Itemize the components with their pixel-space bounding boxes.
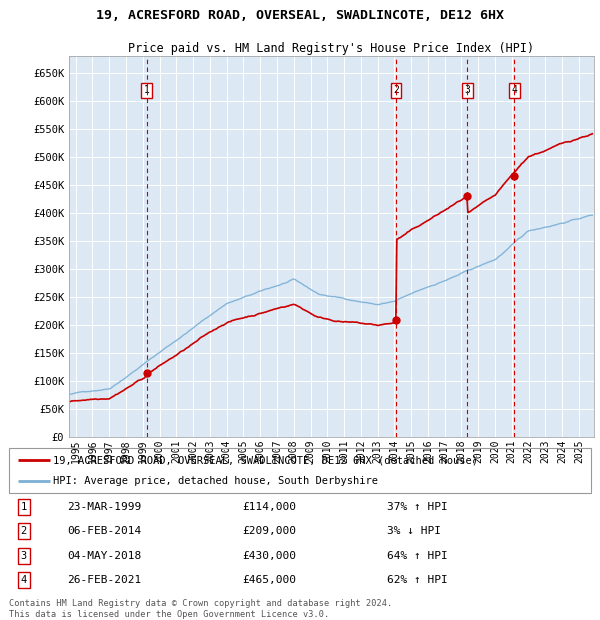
Text: Contains HM Land Registry data © Crown copyright and database right 2024.
This d: Contains HM Land Registry data © Crown c… [9,600,392,619]
Text: 2: 2 [20,526,26,536]
Text: 1: 1 [20,502,26,512]
Text: 4: 4 [20,575,26,585]
Text: 06-FEB-2014: 06-FEB-2014 [67,526,142,536]
Text: £465,000: £465,000 [242,575,296,585]
Text: 26-FEB-2021: 26-FEB-2021 [67,575,142,585]
Text: 37% ↑ HPI: 37% ↑ HPI [388,502,448,512]
Text: 2: 2 [393,85,399,95]
Text: HPI: Average price, detached house, South Derbyshire: HPI: Average price, detached house, Sout… [53,476,377,486]
Text: 62% ↑ HPI: 62% ↑ HPI [388,575,448,585]
Text: 64% ↑ HPI: 64% ↑ HPI [388,551,448,560]
Text: 19, ACRESFORD ROAD, OVERSEAL, SWADLINCOTE, DE12 6HX: 19, ACRESFORD ROAD, OVERSEAL, SWADLINCOT… [96,9,504,22]
Text: £430,000: £430,000 [242,551,296,560]
Text: 3: 3 [464,85,470,95]
Text: 3: 3 [20,551,26,560]
Text: 4: 4 [511,85,517,95]
Text: 1: 1 [144,85,149,95]
Text: £114,000: £114,000 [242,502,296,512]
Text: 04-MAY-2018: 04-MAY-2018 [67,551,142,560]
Title: Price paid vs. HM Land Registry's House Price Index (HPI): Price paid vs. HM Land Registry's House … [128,42,535,55]
Text: 3% ↓ HPI: 3% ↓ HPI [388,526,442,536]
Text: 19, ACRESFORD ROAD, OVERSEAL, SWADLINCOTE, DE12 6HX (detached house): 19, ACRESFORD ROAD, OVERSEAL, SWADLINCOT… [53,455,478,466]
Text: £209,000: £209,000 [242,526,296,536]
Text: 23-MAR-1999: 23-MAR-1999 [67,502,142,512]
